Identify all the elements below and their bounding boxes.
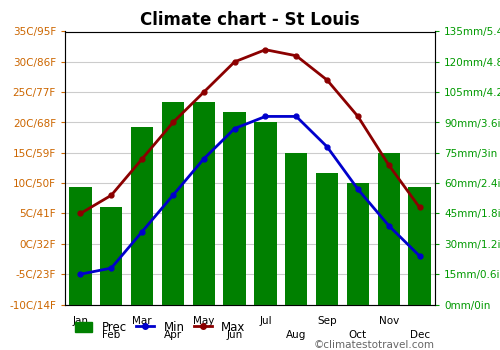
Text: Dec: Dec [410, 329, 430, 340]
Min [355, 187, 361, 191]
Min [324, 145, 330, 149]
Max [386, 163, 392, 167]
Bar [408, 187, 430, 304]
Text: Sep: Sep [318, 316, 337, 326]
Max [78, 211, 84, 216]
Text: Jan: Jan [72, 316, 88, 326]
Bar [378, 153, 400, 304]
Min [108, 266, 114, 270]
Text: Jul: Jul [259, 316, 272, 326]
Max [416, 205, 422, 210]
Line: Max: Max [78, 47, 422, 216]
Max [262, 48, 268, 52]
Text: Feb: Feb [102, 329, 120, 340]
Bar [192, 102, 215, 304]
Text: Aug: Aug [286, 329, 306, 340]
Text: Nov: Nov [378, 316, 399, 326]
Bar [70, 187, 92, 304]
Bar [316, 173, 338, 304]
Max [139, 157, 145, 161]
Text: May: May [193, 316, 214, 326]
Bar [131, 127, 153, 304]
Min [293, 114, 299, 119]
Legend: Prec, Min, Max: Prec, Min, Max [74, 321, 245, 334]
Bar [254, 122, 276, 304]
Min [416, 254, 422, 258]
Max [293, 54, 299, 58]
Max [170, 120, 176, 125]
Min [139, 230, 145, 234]
Min [232, 126, 237, 131]
Text: ©climatestotravel.com: ©climatestotravel.com [314, 340, 435, 350]
Max [232, 60, 237, 64]
Bar [224, 112, 246, 304]
Text: Apr: Apr [164, 329, 182, 340]
Min [78, 272, 84, 276]
Max [108, 193, 114, 197]
Text: Jun: Jun [226, 329, 242, 340]
Min [386, 224, 392, 228]
Max [201, 90, 207, 94]
Line: Min: Min [78, 114, 422, 276]
Text: Mar: Mar [132, 316, 152, 326]
Max [355, 114, 361, 119]
Bar [100, 208, 122, 304]
Min [201, 157, 207, 161]
Text: Oct: Oct [349, 329, 367, 340]
Title: Climate chart - St Louis: Climate chart - St Louis [140, 10, 360, 29]
Min [170, 193, 176, 197]
Min [262, 114, 268, 119]
Bar [162, 102, 184, 304]
Bar [285, 153, 308, 304]
Bar [347, 183, 369, 304]
Max [324, 78, 330, 82]
